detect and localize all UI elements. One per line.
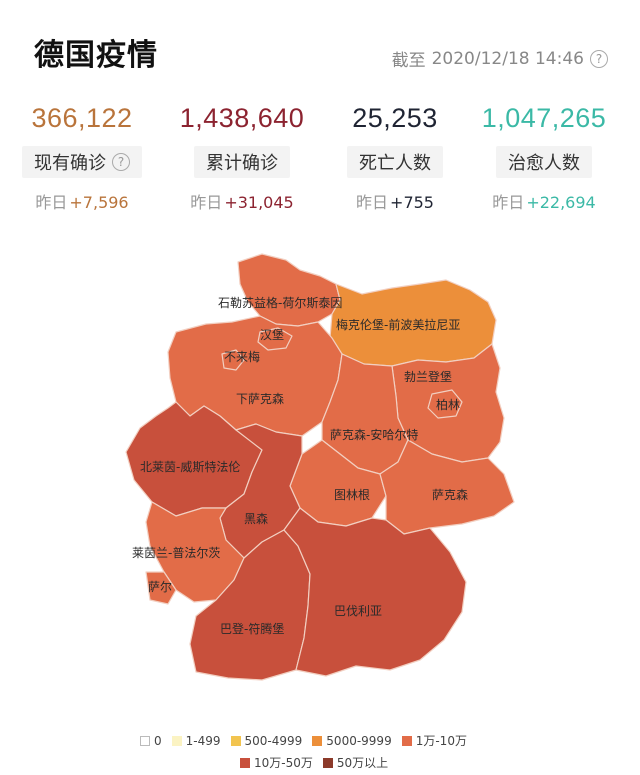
- help-icon[interactable]: ?: [112, 153, 130, 171]
- stat-delta-prefix: 昨日: [190, 193, 223, 212]
- legend-swatch: [171, 735, 182, 746]
- legend-swatch: [401, 735, 412, 746]
- region-bremen[interactable]: [221, 349, 245, 371]
- legend-item: 50万以上: [322, 754, 389, 771]
- stat-delta-value: +22,694: [526, 193, 596, 212]
- region-label: 巴登-符腾堡: [220, 622, 285, 636]
- legend-row: 10万-50万 50万以上: [240, 754, 398, 771]
- region-label: 下萨克森: [236, 392, 285, 406]
- map-legend: 0 1-499 500-4999 5000-9999 1万-10万 10万-50…: [0, 728, 640, 774]
- stat-delta: 昨日 +22,694: [464, 192, 624, 214]
- region-label: 萨尔: [148, 580, 173, 594]
- legend-item: 1-499: [171, 733, 221, 748]
- stat-deaths: 25,253 死亡人数 昨日 +755: [315, 100, 475, 214]
- region-label: 柏林: [436, 398, 461, 412]
- stat-delta: 昨日 +7,596: [2, 192, 162, 214]
- legend-label: 1-499: [185, 733, 221, 748]
- legend-label: 1万-10万: [415, 734, 467, 748]
- stat-delta-prefix: 昨日: [356, 193, 389, 212]
- stat-label: 治愈人数: [508, 153, 580, 174]
- legend-swatch: [230, 735, 241, 746]
- region-label: 黑森: [244, 512, 269, 526]
- stat-label: 死亡人数: [359, 153, 431, 174]
- legend-swatch: [322, 757, 333, 768]
- stat-delta-value: +31,045: [224, 193, 294, 212]
- stat-label-box[interactable]: 累计确诊: [194, 146, 290, 178]
- region-schleswig-holstein[interactable]: [237, 253, 341, 327]
- legend-swatch: [312, 735, 323, 746]
- legend-label: 50万以上: [336, 756, 389, 770]
- legend-item: 10万-50万: [240, 754, 313, 771]
- page-title: 德国疫情: [34, 38, 158, 73]
- stat-current-confirmed: 366,122 现有确诊 ? 昨日 +7,596: [2, 100, 162, 214]
- germany-map: 石勒苏益格-荷尔斯泰因 梅克伦堡-前波美拉尼亚 汉堡 不来梅 下萨克森 勃兰登堡…: [0, 240, 640, 720]
- stat-value: 25,253: [352, 103, 438, 133]
- legend-label: 5000-9999: [326, 733, 392, 748]
- stat-total-confirmed: 1,438,640 累计确诊 昨日 +31,045: [162, 100, 322, 214]
- legend-swatch: [240, 757, 250, 768]
- region-label: 梅克伦堡-前波美拉尼亚: [336, 318, 461, 332]
- region-berlin[interactable]: [427, 389, 463, 419]
- stat-label-box[interactable]: 死亡人数: [347, 146, 443, 178]
- legend-label: 10万-50万: [254, 756, 313, 770]
- legend-item: 0: [140, 734, 162, 748]
- stat-delta: 昨日 +755: [315, 192, 475, 214]
- stat-delta-prefix: 昨日: [492, 193, 525, 212]
- stat-value: 1,047,265: [481, 103, 607, 133]
- legend-label: 500-4999: [244, 733, 303, 748]
- stat-delta-prefix: 昨日: [35, 193, 68, 212]
- region-label: 萨克森: [432, 488, 469, 502]
- legend-swatch: [140, 735, 150, 746]
- stat-value: 366,122: [31, 103, 133, 133]
- stat-label-box[interactable]: 现有确诊 ?: [22, 146, 142, 178]
- stat-label: 现有确诊: [34, 153, 106, 174]
- page-header: 德国疫情 截至 2020/12/18 14:46 ?: [0, 0, 640, 96]
- as-of-time: 2020/12/18 14:46: [431, 48, 584, 69]
- region-label: 不来梅: [224, 350, 261, 364]
- stat-value: 1,438,640: [179, 103, 305, 133]
- region-label: 图林根: [334, 488, 371, 502]
- germany-map-svg: [125, 253, 515, 681]
- legend-row: 0 1-499 500-4999 5000-9999 1万-10万: [140, 732, 477, 749]
- region-label: 莱茵兰-普法尔茨: [132, 546, 221, 560]
- region-label: 勃兰登堡: [404, 370, 453, 384]
- legend-item: 500-4999: [230, 733, 303, 748]
- region-hamburg[interactable]: [257, 327, 293, 351]
- region-label: 汉堡: [260, 328, 285, 342]
- legend-label: 0: [154, 733, 162, 748]
- stats-panel: 366,122 现有确诊 ? 昨日 +7,596 1,438,640 累计确诊 昨…: [0, 100, 640, 220]
- stat-recovered: 1,047,265 治愈人数 昨日 +22,694: [464, 100, 624, 214]
- region-saarland[interactable]: [145, 571, 177, 605]
- stat-delta-value: +7,596: [69, 193, 129, 212]
- legend-item: 5000-9999: [312, 733, 392, 748]
- region-label: 巴伐利亚: [334, 604, 383, 618]
- region-label: 北莱茵-威斯特法伦: [140, 460, 241, 474]
- stat-delta: 昨日 +31,045: [162, 192, 322, 214]
- as-of-label: 截至: [391, 51, 426, 71]
- stat-label: 累计确诊: [206, 153, 278, 174]
- legend-item: 1万-10万: [401, 732, 467, 749]
- region-bavaria[interactable]: [283, 507, 467, 677]
- stat-delta-value: +755: [390, 193, 434, 212]
- region-label: 萨克森-安哈尔特: [330, 428, 419, 442]
- as-of-timestamp: 截至 2020/12/18 14:46 ?: [392, 46, 608, 71]
- region-label: 石勒苏益格-荷尔斯泰因: [218, 296, 343, 310]
- help-icon[interactable]: ?: [590, 49, 608, 68]
- stat-label-box[interactable]: 治愈人数: [496, 146, 592, 178]
